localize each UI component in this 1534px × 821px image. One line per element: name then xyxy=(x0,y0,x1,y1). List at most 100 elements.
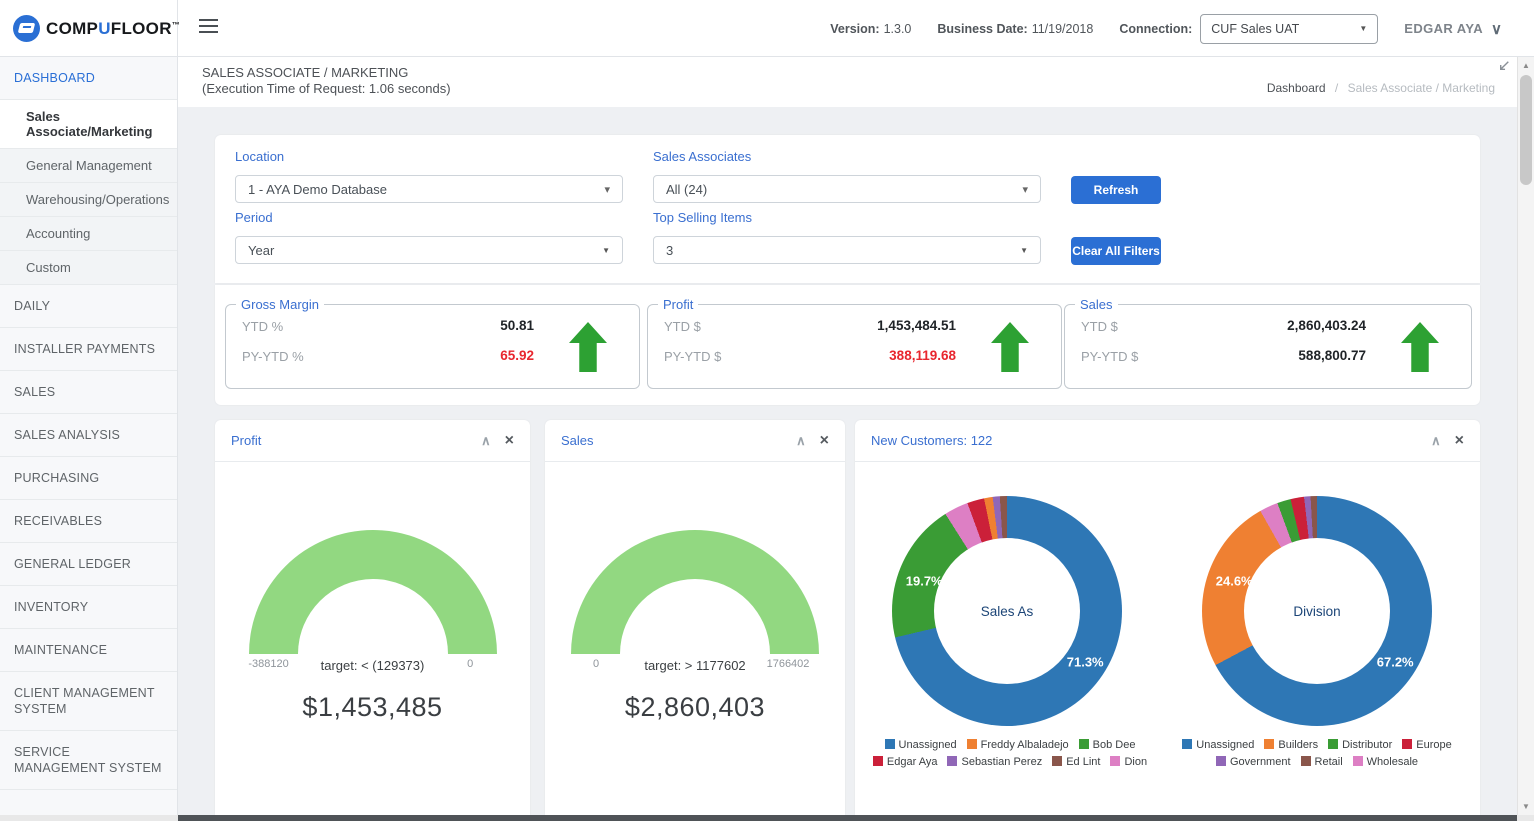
top-selling-items-select-value: 3 xyxy=(666,243,673,258)
vertical-scrollbar[interactable]: ▲ ▼ xyxy=(1517,57,1534,815)
user-name: EDGAR AYA xyxy=(1404,21,1483,36)
scroll-down-icon[interactable]: ▼ xyxy=(1518,802,1534,811)
caret-down-icon: ▾ xyxy=(1022,183,1028,196)
legend-item[interactable]: Unassigned xyxy=(885,737,957,753)
legend-item[interactable]: Europe xyxy=(1402,737,1451,753)
legend-swatch-icon xyxy=(885,739,895,749)
sidebar-item-sales[interactable]: SALES xyxy=(0,371,177,414)
sidebar-item-sales-associate-marketing[interactable]: Sales Associate/Marketing xyxy=(0,100,177,149)
gauge-ticks: 0 target: > 1177602 1766402 xyxy=(545,658,845,676)
horizontal-scrollbar-thumb[interactable] xyxy=(178,815,1517,821)
legend-item[interactable]: Freddy Albaladejo xyxy=(967,737,1069,753)
sidebar-item-purchasing[interactable]: PURCHASING xyxy=(0,457,177,500)
sales-associates-select[interactable]: All (24) ▾ xyxy=(653,175,1041,203)
scroll-up-icon[interactable]: ▲ xyxy=(1518,61,1534,70)
sales-associates-select-value: All (24) xyxy=(666,182,707,197)
sidebar: DASHBOARD Sales Associate/Marketing Gene… xyxy=(0,57,178,815)
horizontal-scrollbar[interactable] xyxy=(0,815,1534,821)
location-label: Location xyxy=(235,149,284,164)
caret-down-icon: ▼ xyxy=(1359,24,1367,33)
legend-item[interactable]: Wholesale xyxy=(1353,754,1418,770)
connection-control: Connection: CUF Sales UAT ▼ xyxy=(1119,14,1378,44)
sidebar-item-maintenance[interactable]: MAINTENANCE xyxy=(0,629,177,672)
division-legend: Unassigned Builders Distributor Europe Gover… xyxy=(1167,736,1467,770)
sidebar-item-general-management[interactable]: General Management xyxy=(0,149,177,183)
legend-row: Unassigned Builders Distributor Europe xyxy=(1167,736,1467,753)
brand-text-accent: U xyxy=(98,19,111,38)
kpi-label: YTD $ xyxy=(664,319,701,334)
sidebar-item-installer-payments[interactable]: INSTALLER PAYMENTS xyxy=(0,328,177,371)
hamburger-menu-icon[interactable] xyxy=(199,19,218,35)
sidebar-item-sales-analysis[interactable]: SALES ANALYSIS xyxy=(0,414,177,457)
connection-select[interactable]: CUF Sales UAT ▼ xyxy=(1200,14,1378,44)
sidebar-item-general-ledger[interactable]: GENERAL LEDGER xyxy=(0,543,177,586)
close-panel-icon[interactable]: × xyxy=(820,434,829,448)
gauge-min-label: 0 xyxy=(593,658,599,670)
business-date-value: 11/19/2018 xyxy=(1032,22,1094,36)
brand-name: COMPUFLOOR™ xyxy=(46,19,180,39)
legend-item[interactable]: Unassigned xyxy=(1182,737,1254,753)
sidebar-item-accounting[interactable]: Accounting xyxy=(0,217,177,251)
kpi-value: 2,860,403.24 xyxy=(1287,318,1366,333)
sidebar-item-receivables[interactable]: RECEIVABLES xyxy=(0,500,177,543)
legend-item[interactable]: Dion xyxy=(1110,754,1147,770)
period-select-value: Year xyxy=(248,243,274,258)
sidebar-item-custom[interactable]: Custom xyxy=(0,251,177,285)
brand-logo[interactable]: COMPUFLOOR™ xyxy=(0,0,178,57)
legend-row: Unassigned Freddy Albaladejo Bob Dee xyxy=(860,736,1160,753)
sidebar-item-warehousing-operations[interactable]: Warehousing/Operations xyxy=(0,183,177,217)
close-panel-icon[interactable]: × xyxy=(1455,434,1464,448)
legend-item[interactable]: Retail xyxy=(1301,754,1343,770)
legend-item[interactable]: Bob Dee xyxy=(1079,737,1136,753)
breadcrumb: Dashboard / Sales Associate / Marketing xyxy=(1267,81,1495,95)
legend-item[interactable]: Edgar Aya xyxy=(873,754,938,770)
user-menu[interactable]: EDGAR AYA ∨ xyxy=(1404,20,1502,38)
version-value: 1.3.0 xyxy=(884,22,912,36)
kpi-label: PY-YTD $ xyxy=(1081,349,1138,364)
breadcrumb-dashboard-link[interactable]: Dashboard xyxy=(1267,81,1326,95)
legend-label: Europe xyxy=(1416,739,1451,751)
compufloor-logo-icon xyxy=(13,15,40,42)
legend-label: Unassigned xyxy=(899,739,957,751)
collapse-corner-icon[interactable] xyxy=(1498,59,1512,73)
vertical-scrollbar-thumb[interactable] xyxy=(1520,75,1532,185)
gauge-target-label: target: < (129373) xyxy=(321,658,425,673)
version-label: Version: xyxy=(830,22,879,36)
legend-swatch-icon xyxy=(967,739,977,749)
sidebar-item-service-management-system[interactable]: SERVICE MANAGEMENT SYSTEM xyxy=(0,731,177,790)
sales-associates-label: Sales Associates xyxy=(653,149,751,164)
chevron-down-icon: ∨ xyxy=(1491,20,1502,38)
collapse-panel-icon[interactable]: ∧ xyxy=(1431,433,1441,449)
connection-select-value: CUF Sales UAT xyxy=(1211,22,1299,36)
division-donut-chart[interactable]: 24.6% 67.2% Division xyxy=(1202,496,1432,726)
sidebar-item-dashboard[interactable]: DASHBOARD xyxy=(0,57,177,100)
gauge-min-label: -388120 xyxy=(248,658,288,670)
legend-item[interactable]: Ed Lint xyxy=(1052,754,1100,770)
close-panel-icon[interactable]: × xyxy=(505,434,514,448)
legend-item[interactable]: Government xyxy=(1216,754,1291,770)
sales-as-donut-chart[interactable]: 19.7% 71.3% Sales As xyxy=(892,496,1122,726)
legend-item[interactable]: Distributor xyxy=(1328,737,1392,753)
legend-swatch-icon xyxy=(873,756,883,766)
collapse-panel-icon[interactable]: ∧ xyxy=(481,433,491,449)
top-selling-items-select[interactable]: 3 ▼ xyxy=(653,236,1041,264)
legend-label: Distributor xyxy=(1342,739,1392,751)
brand-text-part: FLOOR xyxy=(111,19,172,38)
refresh-button[interactable]: Refresh xyxy=(1071,176,1161,204)
legend-swatch-icon xyxy=(1402,739,1412,749)
legend-item[interactable]: Sebastian Perez xyxy=(947,754,1042,770)
sidebar-item-inventory[interactable]: INVENTORY xyxy=(0,586,177,629)
legend-item[interactable]: Builders xyxy=(1264,737,1318,753)
sales-title: Sales xyxy=(1075,297,1118,312)
period-select[interactable]: Year ▼ xyxy=(235,236,623,264)
legend-label: Wholesale xyxy=(1367,756,1418,768)
sidebar-item-daily[interactable]: DAILY xyxy=(0,285,177,328)
clear-all-filters-button[interactable]: Clear All Filters xyxy=(1071,237,1161,265)
gauge-arc xyxy=(571,530,819,654)
collapse-panel-icon[interactable]: ∧ xyxy=(796,433,806,449)
gauge-ticks: -388120 target: < (129373) 0 xyxy=(215,658,530,676)
kpi-label: YTD % xyxy=(242,319,283,334)
location-select[interactable]: 1 - AYA Demo Database ▾ xyxy=(235,175,623,203)
panel-header: Profit ∧ × xyxy=(215,420,530,462)
sidebar-item-client-management-system[interactable]: CLIENT MANAGEMENT SYSTEM xyxy=(0,672,177,731)
